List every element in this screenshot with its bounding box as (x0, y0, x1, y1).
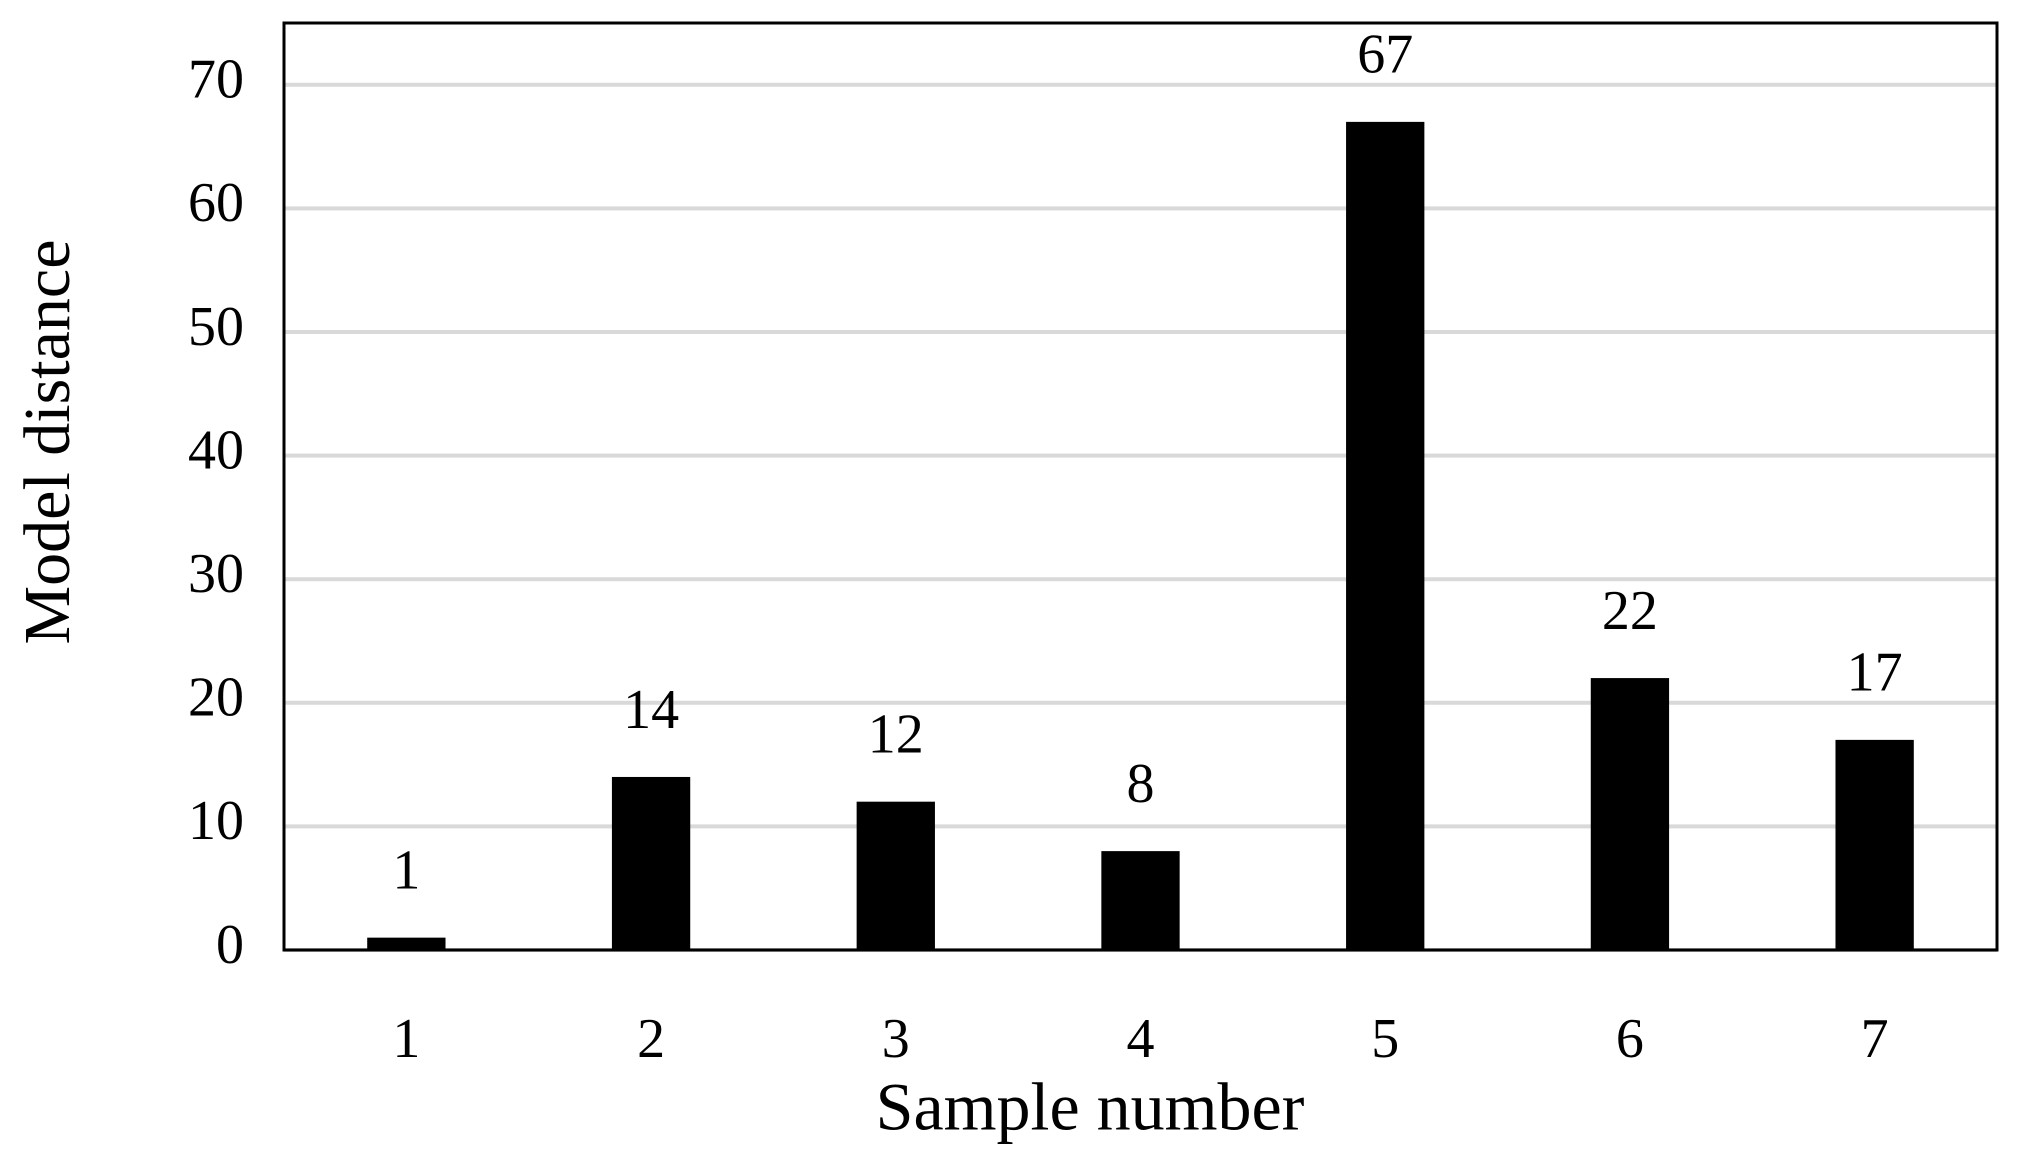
y-tick-label: 30 (188, 543, 244, 605)
y-axis-title: Model distance (11, 239, 84, 644)
y-tick-label: 10 (188, 790, 244, 852)
y-tick-label: 20 (188, 667, 244, 729)
bar (1101, 851, 1180, 950)
data-label: 8 (1127, 753, 1155, 815)
bar (1346, 121, 1425, 950)
data-label: 67 (1357, 24, 1413, 86)
x-tick-label: 5 (1371, 1008, 1399, 1070)
x-tick-label: 1 (392, 1008, 420, 1070)
x-tick-label: 3 (882, 1008, 910, 1070)
bar (1590, 678, 1670, 950)
data-label: 14 (623, 679, 679, 741)
x-tick-label: 6 (1616, 1008, 1644, 1070)
x-tick-label: 2 (637, 1008, 665, 1070)
y-tick-label: 0 (216, 914, 244, 976)
bar (1835, 739, 1914, 950)
y-tick-label: 50 (188, 296, 244, 358)
bar (611, 776, 691, 950)
data-label: 22 (1602, 580, 1658, 642)
data-label: 1 (392, 839, 420, 901)
y-tick-label: 60 (188, 172, 244, 234)
data-label: 12 (868, 704, 924, 766)
x-tick-label: 7 (1861, 1008, 1889, 1070)
y-tick-label: 70 (188, 49, 244, 111)
y-tick-label: 40 (188, 419, 244, 481)
bar (367, 937, 446, 950)
bar (856, 801, 935, 950)
x-tick-label: 4 (1127, 1008, 1155, 1070)
x-axis-title: Sample number (876, 1069, 1305, 1145)
data-label: 17 (1847, 642, 1903, 704)
